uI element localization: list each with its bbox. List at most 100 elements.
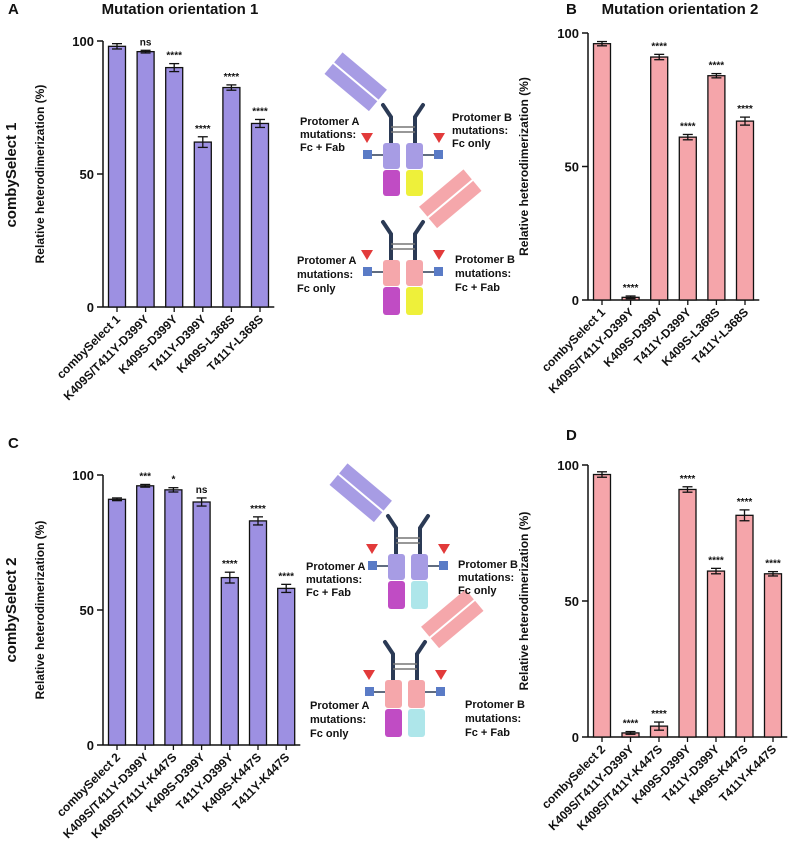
- diagram-label: Fc + Fab: [306, 587, 351, 599]
- diagram-label: Protomer B: [455, 254, 515, 266]
- y-tick-label: 0: [87, 300, 94, 315]
- significance-label: ns: [196, 485, 208, 496]
- error-bar: [654, 721, 664, 731]
- bar: [136, 485, 155, 746]
- significance-label: ****: [709, 61, 725, 72]
- diagram-label: Fc + Fab: [300, 142, 345, 154]
- significance-label: ****: [765, 559, 781, 570]
- y-tick-label: 50: [80, 603, 94, 618]
- error-bar: [740, 116, 750, 126]
- significance-label: ****: [195, 124, 211, 135]
- diagram: [329, 463, 450, 609]
- chart-panel: A Mutation orientation 1 combySelect 1 0 50 1…: [3, 1, 275, 403]
- significance-label: ****: [278, 571, 294, 582]
- error-bar: [255, 118, 265, 129]
- diagram-label: mutations:: [310, 714, 366, 726]
- significance-label: ****: [252, 106, 268, 117]
- diagram-label: Fc only: [452, 138, 491, 150]
- diagram: [324, 52, 445, 196]
- error-bar: [140, 49, 151, 54]
- significance-label: ****: [651, 709, 667, 720]
- panel-letter: C: [8, 435, 19, 452]
- error-bar: [682, 133, 693, 141]
- bar: [164, 489, 183, 746]
- bar: [136, 50, 155, 308]
- bar: [107, 45, 127, 308]
- y-axis-label: Relative heterodimerization (%): [517, 77, 531, 256]
- error-bar: [768, 570, 778, 577]
- significance-label: ****: [166, 51, 182, 62]
- significance-label: ***: [139, 471, 151, 482]
- bar: [678, 136, 697, 301]
- error-bar: [224, 571, 235, 584]
- y-tick-label: 100: [557, 26, 579, 41]
- bar: [107, 498, 127, 746]
- panel-letter: D: [566, 427, 577, 444]
- bar: [192, 501, 211, 746]
- bar: [592, 43, 612, 301]
- y-tick-label: 100: [72, 468, 94, 483]
- error-bar: [112, 497, 122, 502]
- y-tick-label: 100: [72, 34, 94, 49]
- error-bar: [711, 567, 721, 575]
- bar: [592, 473, 612, 738]
- y-axis-label: Relative heterodimerization (%): [33, 85, 47, 264]
- diagram-label: mutations:: [300, 129, 356, 141]
- bar: [250, 122, 270, 308]
- bar: [735, 120, 755, 301]
- y-axis-label: Relative heterodimerization (%): [517, 512, 531, 691]
- bar: [193, 141, 212, 308]
- panel-letter: B: [566, 1, 577, 18]
- error-bar: [625, 295, 636, 300]
- diagram-label: Protomer B: [458, 559, 518, 571]
- diagram-label: Protomer B: [452, 112, 512, 124]
- diagram-label: mutations:: [297, 269, 353, 281]
- significance-label: ****: [623, 719, 639, 730]
- bar: [707, 75, 726, 301]
- diagram-label: mutations:: [306, 574, 362, 586]
- y-tick-label: 100: [557, 458, 579, 473]
- bar: [735, 514, 754, 738]
- panel-letter: A: [8, 1, 19, 18]
- y-tick-label: 0: [572, 293, 579, 308]
- error-bar: [253, 516, 263, 526]
- significance-label: ****: [651, 41, 667, 52]
- diagram-labels: Protomer A mutations: Fc + Fab Protomer …: [297, 112, 525, 740]
- bar: [706, 570, 726, 738]
- significance-label: ****: [680, 121, 696, 132]
- diagram-label: Fc only: [310, 728, 349, 740]
- diagram-label: Fc only: [297, 283, 336, 295]
- y-tick-label: 0: [572, 730, 579, 745]
- diagram-label: mutations:: [465, 713, 521, 725]
- error-bar: [625, 730, 636, 735]
- diagram-label: Protomer B: [465, 699, 525, 711]
- significance-label: *: [171, 475, 175, 486]
- error-bar: [654, 53, 665, 61]
- error-bar: [196, 497, 207, 507]
- error-bar: [682, 486, 693, 493]
- diagram-label: Protomer A: [310, 700, 370, 712]
- significance-label: ****: [224, 72, 240, 83]
- bar: [220, 576, 239, 746]
- row-label: combySelect 1: [3, 122, 20, 227]
- error-bar: [112, 43, 122, 50]
- bar: [650, 56, 669, 301]
- significance-label: ****: [680, 474, 696, 485]
- significance-label: ns: [140, 37, 152, 48]
- error-bar: [169, 62, 180, 73]
- y-tick-label: 50: [80, 167, 94, 182]
- error-bar: [597, 40, 607, 47]
- significance-label: ****: [708, 555, 724, 566]
- y-axis-label: Relative heterodimerization (%): [33, 521, 47, 700]
- y-tick-label: 50: [565, 160, 579, 175]
- error-bar: [140, 483, 151, 488]
- significance-label: ****: [737, 497, 753, 508]
- diagram-label: mutations:: [458, 572, 514, 584]
- error-bar: [597, 471, 607, 478]
- y-tick-label: 50: [565, 594, 579, 609]
- diagram-label: Protomer A: [306, 561, 366, 573]
- diagram-label: Protomer A: [297, 255, 357, 267]
